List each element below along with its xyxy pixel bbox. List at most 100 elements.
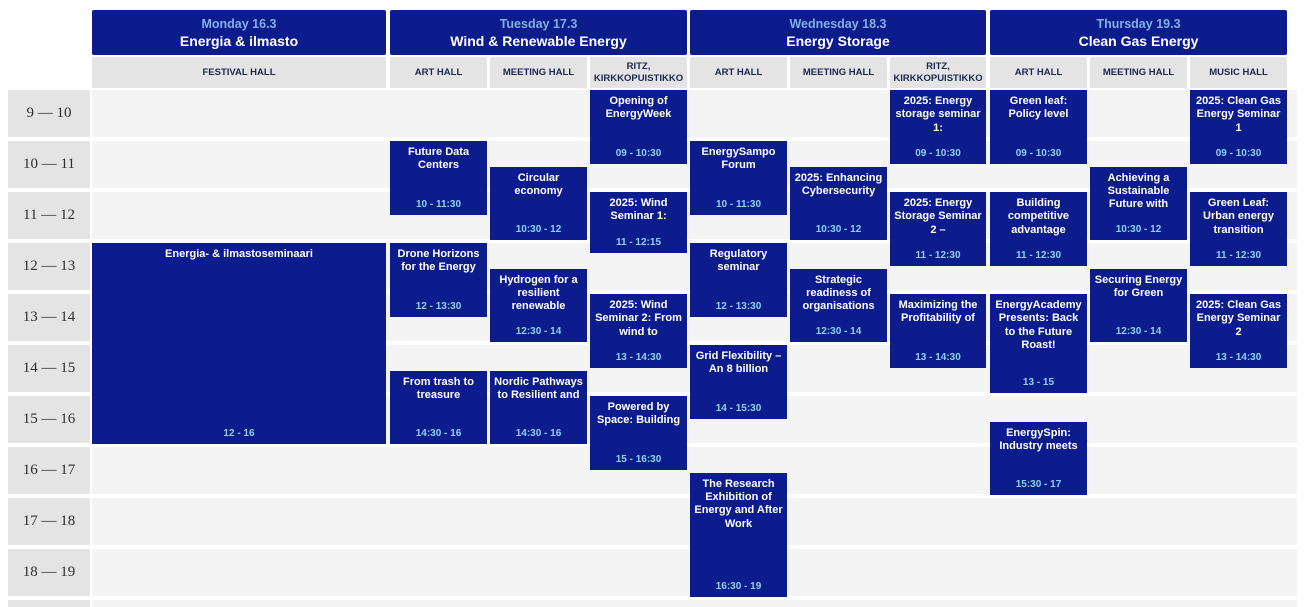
day-date: Thursday 19.3 bbox=[1096, 16, 1181, 31]
hall-header-tue-ritz: RITZ, KIRKKOPUISTIKKO bbox=[590, 57, 687, 88]
event-energia-ilmastoseminaari[interactable]: Energia- & ilmastoseminaari 12 - 16 bbox=[92, 243, 386, 444]
day-header-tuesday: Tuesday 17.3 Wind & Renewable Energy bbox=[390, 10, 687, 55]
event-energyspin-industry-meets[interactable]: EnergySpin: Industry meets 15:30 - 17 bbox=[990, 421, 1087, 495]
event-title: Securing Energy for Green bbox=[1094, 273, 1183, 299]
event-time: 13 - 15 bbox=[1022, 377, 1055, 388]
event-future-data-centers[interactable]: Future Data Centers 10 - 11:30 bbox=[390, 141, 487, 215]
event-maximizing-profitability[interactable]: Maximizing the Profitability of 13 - 14:… bbox=[890, 294, 986, 368]
event-time: 10 - 11:30 bbox=[715, 198, 762, 210]
day-header-monday: Monday 16.3 Energia & ilmasto bbox=[92, 10, 386, 55]
event-energy-storage-seminar-2[interactable]: 2025: Energy Storage Seminar 2 – 11 - 12… bbox=[890, 192, 986, 266]
event-title: EnergyAcademy Presents: Back to the Futu… bbox=[995, 299, 1082, 352]
time-slot-label: 14 — 15 bbox=[8, 345, 90, 392]
event-clean-gas-seminar-1[interactable]: 2025: Clean Gas Energy Seminar 1 09 - 10… bbox=[1190, 90, 1287, 164]
event-title: Nordic Pathways to Resilient and bbox=[494, 375, 583, 401]
event-time: 15 - 16:30 bbox=[615, 453, 662, 465]
event-title: Future Data Centers bbox=[407, 146, 470, 172]
time-slot-label: 15 — 16 bbox=[8, 396, 90, 443]
event-time: 12:30 - 14 bbox=[815, 326, 862, 337]
time-slot-label-partial bbox=[8, 600, 90, 607]
event-enhancing-cybersecurity[interactable]: 2025: Enhancing Cybersecurity 10:30 - 12 bbox=[790, 166, 887, 240]
event-title: Energia- & ilmastoseminaari bbox=[165, 248, 313, 260]
event-regulatory-seminar[interactable]: Regulatory seminar 12 - 13:30 bbox=[690, 243, 787, 317]
event-title: Powered by Space: Building bbox=[596, 401, 681, 427]
event-time: 09 - 10:30 bbox=[1015, 147, 1062, 159]
event-strategic-readiness[interactable]: Strategic readiness of organisations 12:… bbox=[790, 268, 887, 342]
row-band-partial bbox=[92, 600, 1297, 607]
event-title: Hydrogen for a resilient renewable bbox=[499, 273, 578, 313]
hall-header-wed-ritz: RITZ, KIRKKOPUISTIKKO bbox=[890, 57, 986, 88]
event-green-leaf-urban-energy[interactable]: Green Leaf: Urban energy transition 11 -… bbox=[1190, 192, 1287, 266]
event-time: 14:30 - 16 bbox=[515, 428, 562, 439]
event-time: 12:30 - 14 bbox=[1115, 326, 1162, 337]
time-slot-label: 18 — 19 bbox=[8, 549, 90, 596]
event-time: 12 - 13:30 bbox=[415, 300, 462, 312]
event-energysampo-forum[interactable]: EnergySampo Forum 10 - 11:30 bbox=[690, 141, 787, 215]
event-time: 13 - 14:30 bbox=[915, 351, 961, 363]
event-powered-by-space[interactable]: Powered by Space: Building 15 - 16:30 bbox=[590, 396, 687, 470]
event-title: Drone Horizons for the Energy bbox=[397, 248, 480, 274]
day-theme: Energia & ilmasto bbox=[179, 32, 299, 49]
event-time: 09 - 10:30 bbox=[615, 147, 662, 159]
event-circular-economy[interactable]: Circular economy 10:30 - 12 bbox=[490, 166, 587, 240]
event-title: Opening of EnergyWeek bbox=[605, 95, 672, 121]
hall-header-thu-art-hall: ART HALL bbox=[990, 57, 1087, 88]
event-time: 10 - 11:30 bbox=[415, 198, 462, 210]
event-time: 12 - 13:30 bbox=[715, 300, 762, 312]
event-time: 11 - 12:30 bbox=[915, 249, 961, 261]
time-slot-label: 12 — 13 bbox=[8, 243, 90, 290]
hall-header-festival-hall: FESTIVAL HALL bbox=[92, 57, 386, 88]
hall-header-wed-meeting-hall: MEETING HALL bbox=[790, 57, 887, 88]
event-title: The Research Exhibition of Energy and Af… bbox=[694, 477, 783, 530]
event-title: 2025: Wind Seminar 2: From wind to bbox=[595, 299, 682, 338]
event-time: 09 - 10:30 bbox=[1215, 147, 1262, 159]
event-green-leaf-policy-level[interactable]: Green leaf: Policy level 09 - 10:30 bbox=[990, 90, 1087, 164]
event-energy-storage-seminar-1[interactable]: 2025: Energy storage seminar 1: 09 - 10:… bbox=[890, 90, 986, 164]
time-slot-label: 11 — 12 bbox=[8, 192, 90, 239]
day-header-wednesday: Wednesday 18.3 Energy Storage bbox=[690, 10, 986, 55]
event-title: Green leaf: Policy level bbox=[1008, 95, 1069, 121]
event-achieving-sustainable-future[interactable]: Achieving a Sustainable Future with 10:3… bbox=[1090, 166, 1187, 240]
event-wind-seminar-2[interactable]: 2025: Wind Seminar 2: From wind to 13 - … bbox=[590, 294, 687, 368]
event-drone-horizons[interactable]: Drone Horizons for the Energy 12 - 13:30 bbox=[390, 243, 487, 317]
event-time: 13 - 14:30 bbox=[1215, 351, 1262, 363]
event-time: 15:30 - 17 bbox=[1015, 479, 1062, 490]
day-date: Tuesday 17.3 bbox=[499, 16, 578, 31]
event-time: 10:30 - 12 bbox=[815, 224, 862, 235]
event-securing-energy-for-green[interactable]: Securing Energy for Green 12:30 - 14 bbox=[1090, 268, 1187, 342]
event-title: EnergySpin: Industry meets bbox=[999, 426, 1078, 452]
event-title: 2025: Clean Gas Energy Seminar 2 bbox=[1196, 299, 1281, 338]
event-title: 2025: Energy Storage Seminar 2 – bbox=[894, 197, 982, 236]
day-date: Monday 16.3 bbox=[201, 16, 277, 31]
event-title: 2025: Wind Seminar 1: bbox=[609, 197, 668, 223]
event-building-competitive-advantage[interactable]: Building competitive advantage 11 - 12:3… bbox=[990, 192, 1087, 266]
event-energyacademy-future-roast[interactable]: EnergyAcademy Presents: Back to the Futu… bbox=[990, 294, 1087, 393]
event-clean-gas-seminar-2[interactable]: 2025: Clean Gas Energy Seminar 2 13 - 14… bbox=[1190, 294, 1287, 368]
day-date: Wednesday 18.3 bbox=[789, 16, 887, 31]
event-nordic-pathways[interactable]: Nordic Pathways to Resilient and 14:30 -… bbox=[490, 370, 587, 444]
event-title: 2025: Enhancing Cybersecurity bbox=[794, 171, 883, 197]
event-time: 11 - 12:30 bbox=[1215, 249, 1262, 261]
event-time: 12 - 16 bbox=[223, 428, 255, 439]
event-title: 2025: Energy storage seminar 1: bbox=[895, 95, 981, 134]
event-title: Regulatory seminar bbox=[709, 248, 768, 274]
event-time: 09 - 10:30 bbox=[915, 147, 961, 159]
event-wind-seminar-1[interactable]: 2025: Wind Seminar 1: 11 - 12:15 bbox=[590, 192, 687, 253]
event-time: 14:30 - 16 bbox=[415, 428, 462, 439]
row-band bbox=[92, 90, 1297, 137]
event-time: 10:30 - 12 bbox=[515, 224, 562, 235]
event-hydrogen-resilient[interactable]: Hydrogen for a resilient renewable 12:30… bbox=[490, 268, 587, 342]
event-research-exhibition-after-work[interactable]: The Research Exhibition of Energy and Af… bbox=[690, 472, 787, 597]
hall-header-thu-music-hall: MUSIC HALL bbox=[1190, 57, 1287, 88]
event-title: From trash to treasure bbox=[403, 375, 474, 401]
time-slot-label: 9 — 10 bbox=[8, 90, 90, 137]
event-time: 12:30 - 14 bbox=[515, 326, 562, 337]
event-grid-flexibility[interactable]: Grid Flexibility – An 8 billion 14 - 15:… bbox=[690, 345, 787, 419]
event-time: 13 - 14:30 bbox=[615, 351, 662, 363]
event-title: 2025: Clean Gas Energy Seminar 1 bbox=[1196, 95, 1281, 134]
event-title: Grid Flexibility – An 8 billion bbox=[695, 350, 782, 376]
time-slot-label: 10 — 11 bbox=[8, 141, 90, 188]
event-opening-of-energyweek[interactable]: Opening of EnergyWeek 09 - 10:30 bbox=[590, 90, 687, 164]
event-from-trash-to-treasure[interactable]: From trash to treasure 14:30 - 16 bbox=[390, 370, 487, 444]
